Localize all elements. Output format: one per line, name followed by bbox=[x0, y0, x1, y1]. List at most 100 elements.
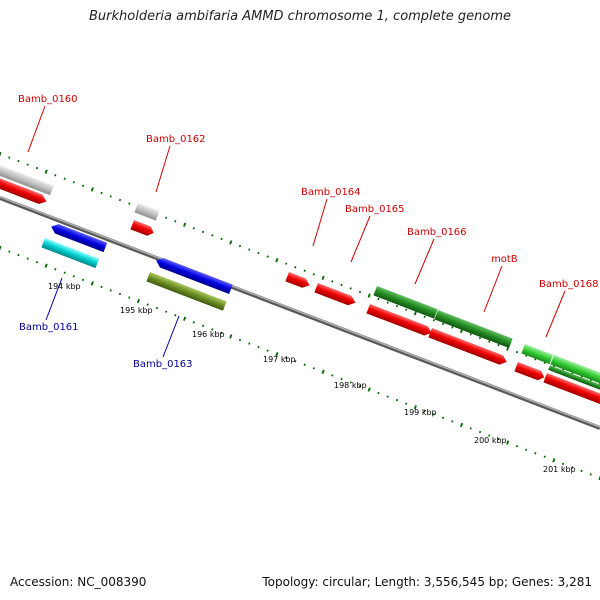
tick-mark bbox=[423, 409, 426, 412]
tick-mark bbox=[35, 260, 39, 264]
tick-mark bbox=[257, 251, 260, 255]
gene-bamb-0166-box[interactable] bbox=[373, 286, 438, 319]
tick-mark bbox=[17, 159, 20, 163]
map-title: Burkholderia ambifaria AMMD chromosome 1… bbox=[88, 9, 512, 24]
tick-mark bbox=[275, 257, 279, 263]
tick-mark bbox=[201, 230, 205, 234]
tick-mark bbox=[423, 315, 426, 318]
cds-bamb-0168-arrow-2[interactable] bbox=[543, 373, 600, 407]
kbp-label: 200 kbp bbox=[474, 436, 507, 445]
label-motb[interactable]: motB bbox=[491, 254, 518, 265]
cds-bamb-0164-arrow[interactable] bbox=[285, 272, 311, 290]
tick-mark bbox=[44, 263, 48, 268]
tick-mark bbox=[497, 343, 500, 347]
tick-mark bbox=[285, 262, 288, 265]
tick-mark bbox=[26, 163, 29, 166]
tick-mark bbox=[321, 275, 325, 281]
gene-labels: Bamb_0160 Bamb_0161 Bamb_0162 Bamb_0163 … bbox=[18, 94, 599, 370]
gene-motb-box[interactable] bbox=[434, 310, 513, 349]
gene-bamb-0162-box[interactable] bbox=[134, 203, 160, 221]
cds-motb-arrow[interactable] bbox=[428, 328, 508, 367]
tick-mark bbox=[488, 340, 491, 343]
tick-mark bbox=[26, 257, 29, 260]
gene-bamb-0161-blue[interactable] bbox=[49, 222, 108, 253]
tick-mark bbox=[469, 333, 472, 336]
tick-mark bbox=[54, 174, 57, 177]
gene-bamb-0160-box[interactable] bbox=[0, 163, 54, 196]
inner-tick-track bbox=[0, 245, 600, 481]
tick-mark bbox=[367, 293, 371, 298]
tick-mark bbox=[229, 334, 233, 339]
tick-mark bbox=[90, 187, 94, 192]
tick-mark bbox=[580, 469, 583, 473]
gene-bamb-0168-box[interactable] bbox=[521, 344, 554, 365]
label-bamb-0165[interactable]: Bamb_0165 bbox=[345, 204, 405, 215]
tick-mark bbox=[174, 314, 177, 317]
kbp-label: 197 kbp bbox=[263, 355, 296, 364]
tick-mark bbox=[118, 198, 122, 202]
tick-mark bbox=[63, 271, 66, 274]
tick-mark bbox=[441, 416, 445, 420]
tick-mark bbox=[405, 308, 408, 311]
tick-mark bbox=[589, 473, 592, 476]
cds-bamb-0165-arrow[interactable] bbox=[314, 283, 357, 307]
tick-mark bbox=[386, 301, 389, 304]
gene-bamb-0168-box-2[interactable] bbox=[548, 355, 600, 392]
gene-bamb-0161-cyan[interactable] bbox=[41, 238, 100, 269]
tick-mark bbox=[459, 422, 464, 428]
tick-mark bbox=[248, 342, 251, 345]
tick-mark bbox=[331, 374, 334, 377]
label-bamb-0161[interactable]: Bamb_0161 bbox=[19, 322, 79, 333]
label-leaders bbox=[27, 105, 566, 358]
tick-mark bbox=[0, 151, 2, 157]
tick-mark bbox=[478, 430, 482, 434]
tick-mark bbox=[165, 216, 168, 219]
cds-bamb-0168-arrow[interactable] bbox=[514, 362, 546, 382]
tick-mark bbox=[183, 222, 187, 227]
tick-mark bbox=[561, 462, 565, 466]
tick-mark bbox=[118, 292, 122, 296]
tick-mark bbox=[44, 169, 48, 174]
cds-bamb-0160-arrow[interactable] bbox=[0, 176, 48, 206]
tick-mark bbox=[266, 349, 269, 352]
tick-mark bbox=[321, 369, 325, 375]
label-bamb-0160[interactable]: Bamb_0160 bbox=[18, 94, 78, 105]
chromosome-backbone bbox=[0, 196, 600, 430]
tick-mark bbox=[294, 266, 297, 269]
kbp-label: 196 kbp bbox=[192, 330, 225, 339]
gene-bamb-0163-olive[interactable] bbox=[146, 272, 227, 311]
label-bamb-0163[interactable]: Bamb_0163 bbox=[133, 359, 193, 370]
tick-mark bbox=[211, 234, 214, 237]
tick-mark bbox=[35, 166, 39, 170]
tick-mark bbox=[543, 455, 546, 458]
tick-mark bbox=[90, 281, 94, 286]
tick-mark bbox=[312, 273, 315, 276]
cds-bamb-0166-arrow[interactable] bbox=[366, 304, 433, 338]
tick-mark bbox=[229, 240, 233, 245]
tick-mark bbox=[81, 278, 85, 282]
tick-mark bbox=[340, 283, 343, 287]
tick-mark bbox=[238, 244, 242, 248]
tick-mark bbox=[109, 289, 112, 292]
gene-bamb-0163-blue[interactable] bbox=[154, 256, 233, 295]
tick-mark bbox=[183, 316, 187, 321]
label-bamb-0166[interactable]: Bamb_0166 bbox=[407, 227, 467, 238]
tick-mark bbox=[395, 398, 399, 402]
label-bamb-0164[interactable]: Bamb_0164 bbox=[301, 187, 361, 198]
tick-mark bbox=[506, 440, 510, 445]
tick-mark bbox=[358, 290, 362, 294]
tick-mark bbox=[358, 384, 362, 388]
label-bamb-0162[interactable]: Bamb_0162 bbox=[146, 134, 206, 145]
cds-bamb-0162-arrow[interactable] bbox=[130, 220, 155, 238]
tick-mark bbox=[220, 237, 223, 241]
label-bamb-0168[interactable]: Bamb_0168 bbox=[539, 279, 599, 290]
tick-mark bbox=[413, 405, 417, 410]
gene-track bbox=[0, 163, 600, 407]
accession-text: Accession: NC_008390 bbox=[10, 575, 147, 589]
tick-mark bbox=[136, 298, 141, 304]
tick-mark bbox=[17, 253, 20, 257]
kbp-label: 194 kbp bbox=[48, 282, 81, 291]
tick-mark bbox=[100, 191, 103, 195]
tick-mark bbox=[165, 310, 168, 313]
tick-mark bbox=[257, 345, 260, 349]
